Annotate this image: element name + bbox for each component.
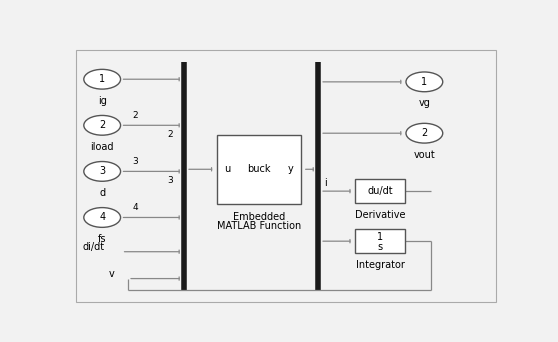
Text: 4: 4: [99, 212, 105, 223]
Text: 2: 2: [99, 120, 105, 130]
Text: vout: vout: [413, 150, 435, 160]
Text: 1: 1: [421, 77, 427, 87]
Text: 2: 2: [132, 110, 138, 119]
FancyBboxPatch shape: [355, 179, 405, 203]
Text: 4: 4: [132, 203, 138, 212]
Text: 3: 3: [99, 167, 105, 176]
Text: 3: 3: [167, 176, 172, 185]
Text: v: v: [109, 269, 114, 279]
Text: vg: vg: [418, 98, 430, 108]
Text: 2: 2: [167, 130, 172, 139]
Text: Embedded: Embedded: [233, 212, 285, 222]
Text: d: d: [99, 188, 105, 198]
Text: s: s: [377, 242, 383, 252]
FancyBboxPatch shape: [355, 229, 405, 253]
Text: fs: fs: [98, 234, 107, 244]
Ellipse shape: [84, 69, 121, 89]
FancyBboxPatch shape: [217, 134, 301, 204]
Text: 2: 2: [421, 128, 427, 138]
Text: buck: buck: [247, 164, 271, 174]
Text: Derivative: Derivative: [355, 210, 405, 220]
Text: MATLAB Function: MATLAB Function: [217, 221, 301, 232]
Ellipse shape: [406, 123, 442, 143]
Ellipse shape: [84, 116, 121, 135]
Ellipse shape: [84, 161, 121, 181]
Text: y: y: [287, 164, 294, 174]
Text: di/dt: di/dt: [83, 242, 105, 252]
Ellipse shape: [84, 208, 121, 227]
Text: ig: ig: [98, 96, 107, 106]
Text: du/dt: du/dt: [367, 186, 393, 196]
Text: 3: 3: [132, 157, 138, 166]
Ellipse shape: [406, 72, 442, 92]
Text: iload: iload: [90, 142, 114, 152]
Text: 1: 1: [99, 74, 105, 84]
Text: Integrator: Integrator: [355, 260, 405, 271]
Text: u: u: [224, 164, 231, 174]
Text: i: i: [324, 178, 327, 188]
Text: 1: 1: [377, 232, 383, 242]
